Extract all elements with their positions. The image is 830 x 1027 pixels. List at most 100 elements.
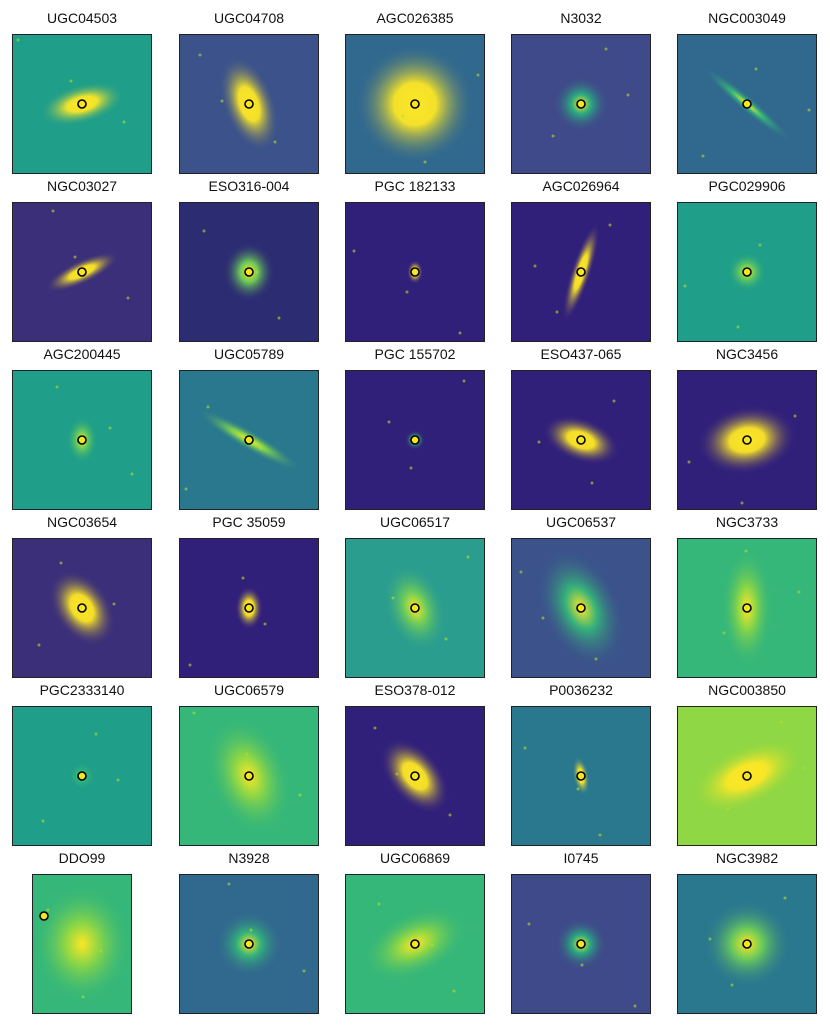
galaxy-name: UGC04503 bbox=[46, 10, 118, 26]
star bbox=[758, 243, 762, 247]
galaxy-image bbox=[511, 370, 651, 510]
star bbox=[744, 549, 748, 553]
star bbox=[430, 943, 434, 947]
star bbox=[626, 93, 630, 97]
galaxy-image bbox=[511, 538, 651, 678]
galaxy-name: UGC06869 bbox=[379, 850, 451, 866]
galaxy-name: UGC06517 bbox=[379, 514, 451, 530]
galaxy-name: P0036232 bbox=[549, 682, 613, 698]
galaxy-panel: NGC003850 bbox=[677, 682, 817, 846]
star bbox=[263, 622, 267, 626]
galaxy-body bbox=[33, 884, 131, 1004]
center-marker bbox=[742, 435, 752, 445]
star bbox=[807, 108, 811, 112]
galaxy-panel: N3928 bbox=[179, 850, 319, 1014]
star bbox=[754, 67, 758, 71]
star bbox=[302, 969, 306, 973]
star bbox=[298, 793, 302, 797]
star bbox=[108, 426, 112, 430]
galaxy-panel: PGC 182133 bbox=[345, 178, 485, 342]
galaxy-name: AGC026964 bbox=[542, 178, 620, 194]
galaxy-name: UGC05789 bbox=[213, 346, 285, 362]
galaxy-image bbox=[677, 370, 817, 510]
center-marker bbox=[576, 435, 586, 445]
star bbox=[55, 385, 59, 389]
star bbox=[448, 813, 452, 817]
center-marker bbox=[39, 911, 49, 921]
star bbox=[801, 766, 805, 770]
galaxy-name: AGC200445 bbox=[43, 346, 121, 362]
star bbox=[126, 296, 130, 300]
galaxy-image bbox=[677, 34, 817, 174]
star bbox=[202, 229, 206, 233]
galaxy-name: PGC 155702 bbox=[374, 346, 456, 362]
center-marker bbox=[410, 603, 420, 613]
center-marker bbox=[244, 435, 254, 445]
galaxy-name: DDO99 bbox=[58, 850, 106, 866]
star bbox=[41, 819, 45, 823]
galaxy-panel: I0745 bbox=[511, 850, 651, 1014]
galaxy-name: PGC 35059 bbox=[212, 514, 286, 530]
galaxy-name: NGC3733 bbox=[715, 514, 779, 530]
galaxy-image bbox=[12, 538, 152, 678]
galaxy-panel: PGC 35059 bbox=[179, 514, 319, 678]
star bbox=[99, 949, 103, 953]
galaxy-panel: AGC026385 bbox=[345, 10, 485, 174]
center-marker bbox=[576, 603, 586, 613]
star bbox=[476, 73, 480, 77]
star bbox=[740, 501, 744, 505]
galaxy-image bbox=[345, 874, 485, 1014]
star bbox=[46, 908, 50, 912]
galaxy-image bbox=[345, 706, 485, 846]
star bbox=[423, 160, 427, 164]
star bbox=[580, 963, 584, 967]
center-marker bbox=[742, 771, 752, 781]
star bbox=[122, 120, 126, 124]
star bbox=[395, 772, 399, 776]
star bbox=[527, 922, 531, 926]
star bbox=[198, 53, 202, 57]
galaxy-panel: ESO378-012 bbox=[345, 682, 485, 846]
star bbox=[533, 264, 537, 268]
star bbox=[81, 995, 85, 999]
star bbox=[206, 405, 210, 409]
galaxy-panel: NGC3456 bbox=[677, 346, 817, 510]
star bbox=[726, 807, 730, 811]
center-marker bbox=[244, 939, 254, 949]
galaxy-image bbox=[32, 874, 132, 1014]
center-marker bbox=[576, 99, 586, 109]
star bbox=[797, 590, 801, 594]
galaxy-panel: UGC04503 bbox=[12, 10, 152, 174]
star bbox=[576, 787, 580, 791]
galaxy-name: PGC 182133 bbox=[374, 178, 456, 194]
galaxy-name: ESO437-065 bbox=[540, 346, 622, 362]
galaxy-panel: PGC029906 bbox=[677, 178, 817, 342]
star bbox=[779, 720, 783, 724]
galaxy-image bbox=[677, 706, 817, 846]
galaxy-panel: UGC04708 bbox=[179, 10, 319, 174]
star bbox=[598, 833, 602, 837]
center-marker bbox=[77, 603, 87, 613]
galaxy-name: ESO316-004 bbox=[208, 178, 290, 194]
galaxy-image bbox=[12, 706, 152, 846]
center-marker bbox=[742, 939, 752, 949]
star bbox=[259, 446, 263, 450]
galaxy-name: NGC03654 bbox=[46, 514, 118, 530]
star bbox=[793, 414, 797, 418]
star bbox=[184, 487, 188, 491]
star bbox=[604, 47, 608, 51]
star bbox=[220, 99, 224, 103]
star bbox=[192, 711, 196, 715]
galaxy-name: NGC3456 bbox=[715, 346, 779, 362]
center-marker bbox=[742, 99, 752, 109]
galaxy-panel: NGC003049 bbox=[677, 10, 817, 174]
star bbox=[633, 1004, 637, 1008]
center-marker bbox=[410, 99, 420, 109]
star bbox=[519, 570, 523, 574]
galaxy-image bbox=[12, 34, 152, 174]
galaxy-image bbox=[12, 202, 152, 342]
star bbox=[241, 576, 245, 580]
galaxy-image bbox=[511, 706, 651, 846]
center-marker bbox=[77, 267, 87, 277]
galaxy-image bbox=[511, 874, 651, 1014]
